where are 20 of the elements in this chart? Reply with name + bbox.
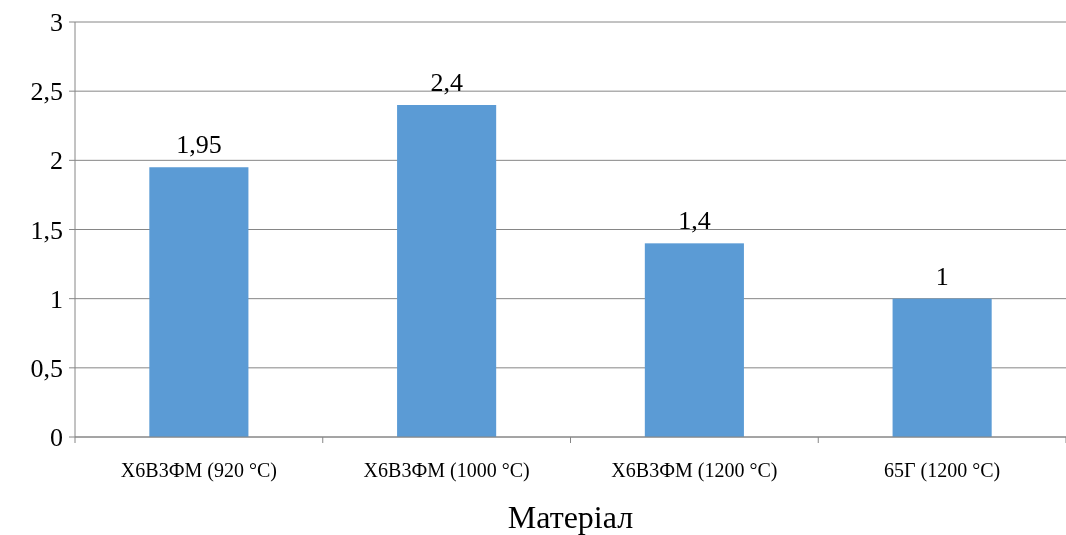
data-label: 1 [935,261,949,291]
bar [149,167,249,437]
y-tick-label: 3 [50,8,63,38]
data-label: 2,4 [430,68,463,97]
data-label: 1,4 [678,206,711,236]
y-tick-label: 0 [50,423,63,453]
y-tick-label: 1 [50,284,63,314]
x-tick-label: Х6В3ФМ (1000 °С) [363,459,530,482]
bar [892,298,992,437]
x-tick-label: Х6В3ФМ (1200 °С) [611,459,778,482]
y-tick-label: 2,5 [30,77,63,107]
y-tick-label: 1,5 [30,215,63,245]
y-tick-label: 2 [50,146,63,176]
bar [397,105,497,437]
y-tick-label: 0,5 [30,353,63,383]
data-label: 1,95 [176,130,222,160]
x-tick-label: Х6В3ФМ (920 °С) [120,459,277,482]
x-axis-title: Матеріал [507,499,634,535]
bar [644,243,744,437]
x-tick-label: 65Г (1200 °С) [884,459,1001,482]
